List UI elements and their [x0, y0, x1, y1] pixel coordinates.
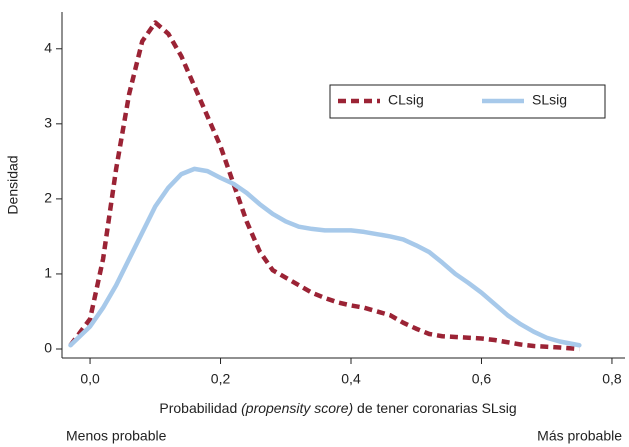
series-line: [68, 20, 580, 352]
x-tick-label: 0,4: [341, 371, 361, 387]
legend-box: [329, 84, 606, 119]
x-tick-label: 0,8: [602, 371, 622, 387]
x-axis-label: Probabilidad (propensity score) de tener…: [159, 400, 516, 416]
annotation: Más probable: [537, 428, 622, 444]
annotation: Menos probable: [66, 428, 167, 444]
legend-label: CLsig: [388, 92, 424, 108]
legend-label: SLsig: [532, 92, 567, 108]
y-tick-label: 0: [44, 340, 52, 356]
x-tick-label: 0,6: [472, 371, 492, 387]
x-label-part: de tener coronarias SLsig: [353, 400, 516, 416]
x-tick-label: 0,0: [80, 371, 100, 387]
y-tick-label: 4: [44, 39, 52, 55]
y-tick-label: 3: [44, 115, 52, 131]
y-tick-label: 1: [44, 265, 52, 281]
x-label-part: Probabilidad: [159, 400, 241, 416]
x-tick-label: 0,2: [211, 371, 231, 387]
y-axis-label: Densidad: [5, 155, 21, 214]
x-label-part: (propensity score): [241, 400, 353, 416]
y-tick-label: 2: [44, 190, 52, 206]
series-line: [68, 166, 582, 348]
